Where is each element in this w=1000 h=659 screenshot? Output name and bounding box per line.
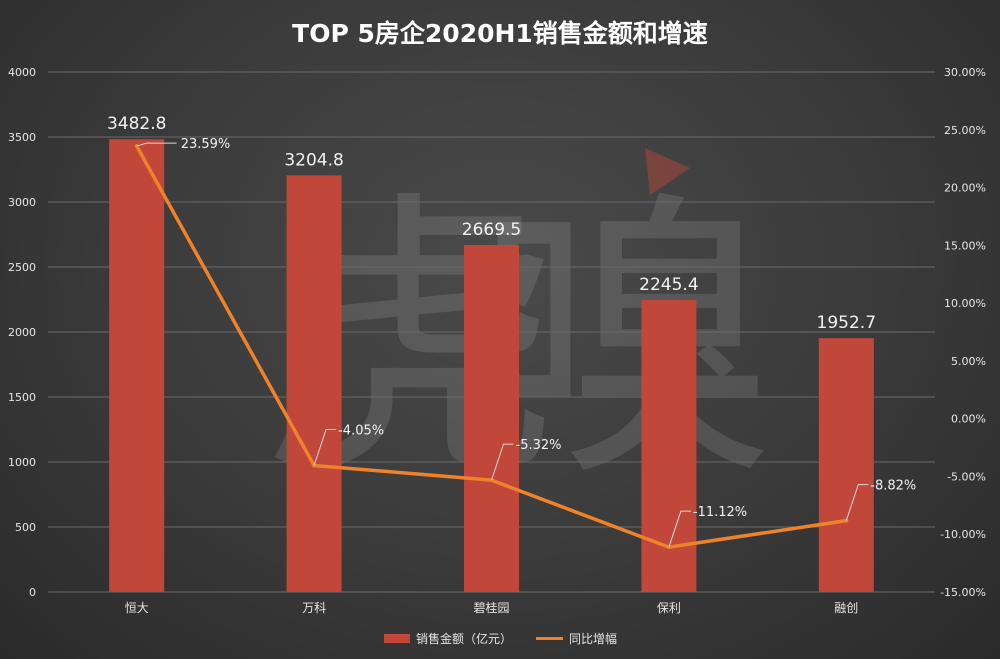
watermark-char-2: 嗅	[475, 167, 775, 516]
growth-value-label: -4.05%	[338, 423, 384, 438]
bar-value-label: 1952.7	[817, 313, 876, 333]
bar-value-label: 3204.8	[284, 150, 343, 170]
bar-value-label: 3482.8	[107, 114, 166, 134]
right-axis-tick-label: 25.00%	[944, 124, 986, 137]
category-label: 融创	[834, 601, 858, 615]
bar	[818, 338, 874, 592]
bar	[286, 175, 342, 592]
left-axis-tick-label: 0	[29, 586, 36, 599]
growth-value-label: -8.82%	[870, 479, 916, 494]
left-axis-tick-label: 2500	[8, 261, 36, 274]
right-axis-tick-label: 15.00%	[944, 239, 986, 252]
category-label: 恒大	[125, 601, 149, 615]
bar-value-labels: 3482.8 3204.8 2669.5 2245.4 1952.7	[107, 114, 876, 333]
growth-value-label: -11.12%	[693, 505, 747, 520]
right-axis-ticks: -15.00% -10.00% -5.00% 0.00% 5.00% 10.00% 15.0…	[940, 66, 986, 599]
growth-value-label: 23.59%	[181, 137, 231, 152]
label-leader-line	[668, 510, 691, 548]
legend-line-label: 同比增幅	[569, 631, 617, 646]
legend-bar-label: 销售金额（亿元）	[416, 631, 512, 646]
category-label: 保利	[657, 601, 681, 615]
right-axis-tick-label: 10.00%	[944, 297, 986, 310]
left-axis-tick-label: 3000	[8, 196, 36, 209]
category-label: 万科	[302, 601, 326, 615]
left-axis-tick-label: 4000	[8, 66, 36, 79]
bar-value-label: 2245.4	[639, 275, 698, 295]
legend-bar-swatch	[384, 634, 410, 643]
left-axis-ticks: 0 500 1000 1500 2000 2500 3000 3500 4000	[8, 66, 36, 599]
chart-title: TOP 5房企2020H1销售金额和增速	[292, 19, 708, 48]
watermark-logo-mark	[645, 148, 690, 195]
left-axis-tick-label: 1000	[8, 456, 36, 469]
right-axis-tick-label: 20.00%	[944, 182, 986, 195]
right-axis-tick-label: -5.00%	[947, 470, 986, 483]
label-leader-line	[313, 428, 337, 466]
bar	[464, 244, 519, 592]
right-axis-tick-label: 5.00%	[951, 355, 986, 368]
legend: 销售金额（亿元） 同比增幅	[384, 631, 617, 646]
left-axis-tick-label: 500	[15, 521, 36, 534]
bar-value-label: 2669.5	[462, 220, 521, 240]
left-axis-tick-label: 2000	[8, 326, 36, 339]
right-axis-tick-label: -15.00%	[940, 586, 986, 599]
line-series: 23.59% -4.05% -5.32% -11.12% -8.82%	[134, 137, 916, 550]
right-axis-tick-label: -10.00%	[940, 528, 986, 541]
label-leader-line	[845, 484, 869, 521]
label-leader-line	[491, 443, 514, 481]
growth-value-label: -5.32%	[516, 438, 562, 453]
category-labels: 恒大 万科 碧桂园 保利 融创	[125, 600, 859, 615]
label-leader-line	[136, 142, 177, 147]
bar-series	[109, 139, 874, 592]
right-axis-tick-label: 30.00%	[944, 66, 986, 79]
left-axis-tick-label: 3500	[8, 131, 36, 144]
left-axis-tick-label: 1500	[8, 391, 36, 404]
right-axis-tick-label: 0.00%	[951, 413, 986, 426]
category-label: 碧桂园	[473, 600, 509, 615]
bar	[109, 139, 165, 592]
